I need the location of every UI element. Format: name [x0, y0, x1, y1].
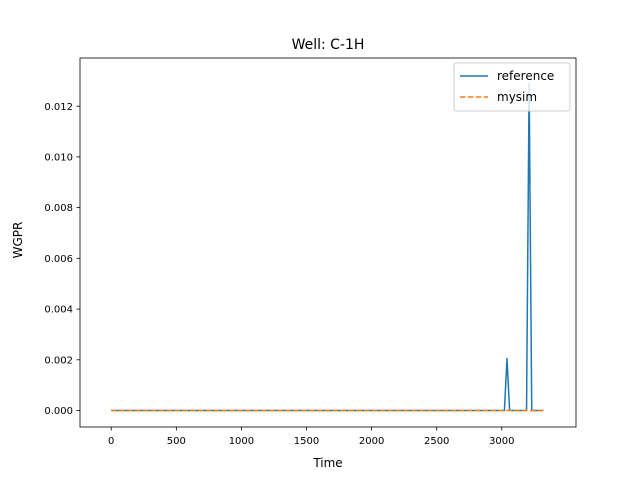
x-tick-label: 2500	[424, 436, 449, 447]
axes-frame	[79, 57, 577, 428]
y-tick-label: 0.002	[44, 355, 73, 366]
y-tick-label: 0.006	[44, 254, 73, 265]
y-tick-label: 0.004	[44, 305, 73, 316]
x-tick-label: 0	[108, 436, 114, 447]
x-tick-label: 3000	[489, 436, 514, 447]
plot-area: 0 500 1000 1500 2000 2500 3000 0.000 0.002 0.004 0…	[44, 57, 577, 447]
legend-box	[453, 62, 571, 112]
y-axis-label: WGPR	[11, 222, 25, 259]
legend: reference mysim	[453, 62, 571, 112]
y-tick-label: 0.012	[44, 102, 73, 113]
y-tick-label: 0.010	[44, 153, 73, 164]
legend-label: reference	[497, 69, 554, 83]
y-tick-label: 0.000	[44, 406, 73, 417]
x-tick-label: 500	[167, 436, 186, 447]
x-axis-label: Time	[312, 456, 342, 470]
y-tick-label: 0.008	[44, 203, 73, 214]
x-tick-label: 2000	[359, 436, 384, 447]
x-tick-label: 1500	[294, 436, 319, 447]
chart-title: Well: C-1H	[292, 37, 365, 53]
legend-label: mysim	[497, 90, 537, 104]
x-tick-label: 1000	[229, 436, 254, 447]
